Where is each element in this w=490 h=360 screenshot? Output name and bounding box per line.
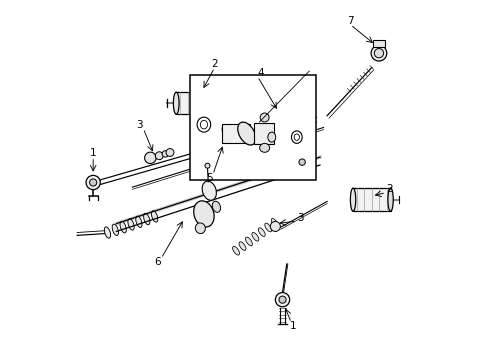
Text: 2: 2	[386, 184, 393, 194]
Bar	[353, 188, 391, 211]
Ellipse shape	[258, 228, 265, 237]
Text: 3: 3	[136, 120, 143, 130]
Text: 1: 1	[290, 321, 296, 332]
Ellipse shape	[271, 219, 278, 227]
Ellipse shape	[245, 237, 252, 246]
Ellipse shape	[350, 188, 356, 211]
Ellipse shape	[194, 201, 214, 227]
Ellipse shape	[120, 221, 126, 233]
Ellipse shape	[260, 143, 270, 152]
Circle shape	[90, 179, 97, 186]
Circle shape	[279, 296, 286, 303]
Ellipse shape	[268, 132, 276, 142]
Ellipse shape	[136, 216, 142, 228]
Circle shape	[374, 49, 384, 58]
Ellipse shape	[215, 92, 220, 114]
Circle shape	[371, 45, 387, 61]
Circle shape	[86, 175, 100, 190]
Ellipse shape	[239, 242, 246, 251]
Ellipse shape	[217, 138, 230, 146]
Circle shape	[155, 152, 163, 159]
Ellipse shape	[144, 213, 150, 225]
Text: 5: 5	[206, 173, 213, 183]
Ellipse shape	[112, 224, 119, 235]
Text: 3: 3	[297, 212, 304, 222]
Text: 2: 2	[211, 59, 218, 69]
Ellipse shape	[388, 188, 393, 211]
Bar	[176, 92, 218, 114]
Ellipse shape	[202, 181, 217, 200]
Circle shape	[270, 221, 280, 231]
Circle shape	[299, 159, 305, 165]
Circle shape	[162, 151, 169, 157]
Text: 4: 4	[258, 68, 265, 78]
Ellipse shape	[205, 163, 210, 168]
Ellipse shape	[173, 92, 179, 114]
Ellipse shape	[104, 227, 111, 238]
Text: 1: 1	[90, 148, 97, 158]
Ellipse shape	[151, 211, 158, 222]
Ellipse shape	[265, 223, 271, 232]
Circle shape	[145, 152, 156, 163]
Ellipse shape	[252, 233, 259, 241]
Ellipse shape	[128, 219, 134, 230]
Ellipse shape	[260, 113, 269, 122]
Ellipse shape	[222, 125, 236, 143]
Ellipse shape	[212, 201, 220, 212]
Ellipse shape	[238, 122, 256, 145]
Bar	[373, 40, 385, 47]
Circle shape	[275, 293, 290, 307]
Text: 7: 7	[347, 16, 354, 26]
Ellipse shape	[233, 247, 240, 255]
Text: 6: 6	[154, 257, 161, 267]
Bar	[254, 123, 273, 144]
Ellipse shape	[196, 223, 205, 234]
Bar	[190, 75, 317, 180]
Bar	[222, 124, 250, 143]
Circle shape	[166, 149, 174, 157]
